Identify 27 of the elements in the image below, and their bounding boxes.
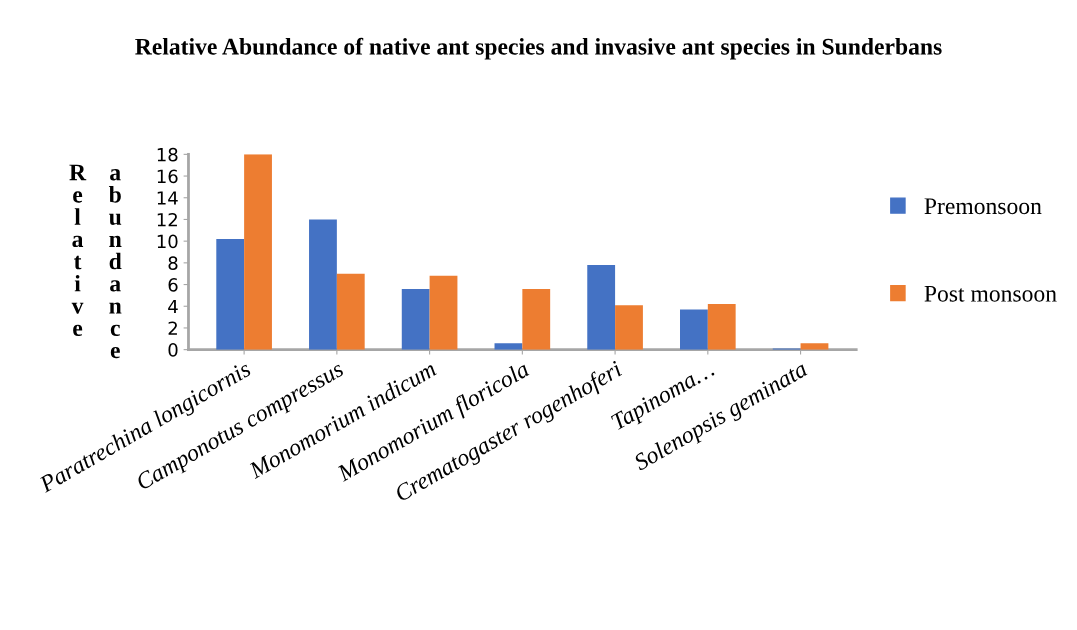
y-tick-label: 18: [157, 147, 178, 162]
y-tick-label: 6: [168, 278, 178, 292]
bar: [336, 273, 365, 350]
text: Relative abundance: [69, 164, 122, 359]
bar: [587, 265, 616, 350]
bar: [216, 238, 245, 350]
chart-title: Relative Abundance of native ant species and invasive ant species in Sunderbans: [135, 37, 942, 60]
bar: [429, 275, 458, 350]
legend-label: Post monsoon: [924, 285, 1057, 302]
y-tick-label: 2: [168, 321, 177, 335]
bar: [800, 343, 829, 350]
y-tick-label: 8: [168, 256, 178, 270]
bar: [244, 154, 272, 350]
bar: [680, 309, 708, 350]
y-tick-label: 12: [157, 212, 177, 227]
bar: [494, 343, 523, 350]
bar: [309, 219, 337, 350]
legend-label: Premonsoon: [924, 198, 1042, 215]
y-tick-label: 10: [157, 234, 178, 249]
bar: [707, 304, 736, 350]
y-tick-label: 14: [157, 191, 178, 205]
y-tick-label: 0: [168, 343, 178, 357]
bar: [401, 288, 430, 350]
y-tick-label: 4: [168, 299, 178, 314]
bar: [615, 305, 643, 350]
y-tick-label: 16: [157, 169, 178, 184]
bar: [522, 288, 551, 350]
